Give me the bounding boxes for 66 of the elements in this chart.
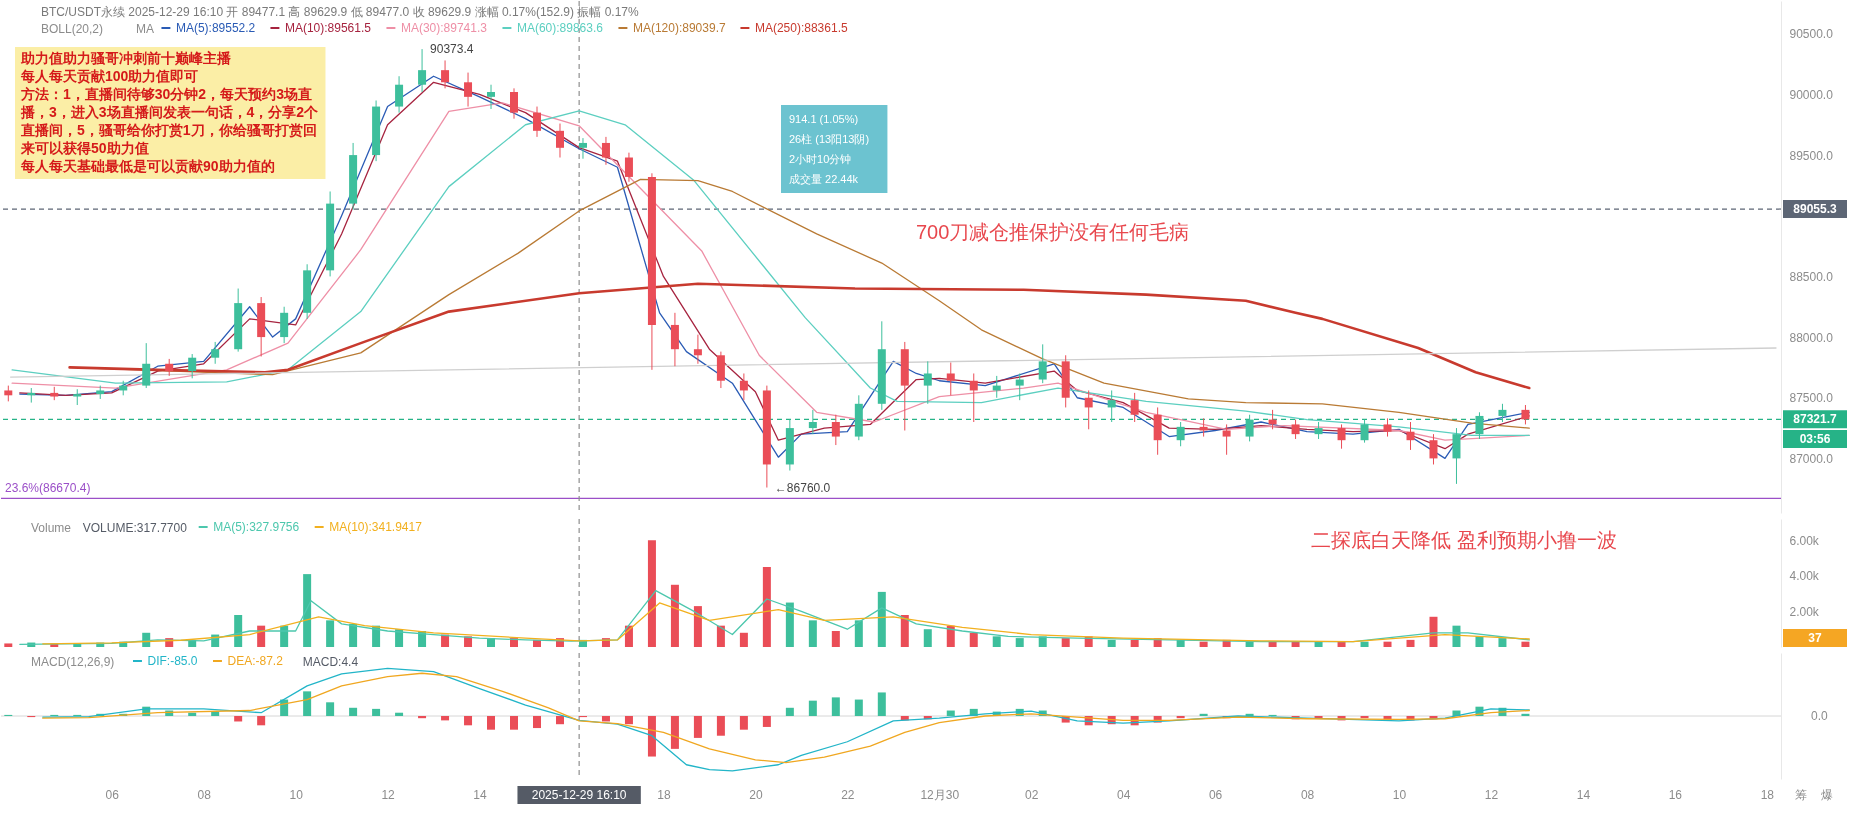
x-tick-label: 18: [1760, 787, 1775, 802]
text: 筹: [1795, 788, 1807, 802]
annotation: MACD:4.4: [302, 655, 359, 669]
annotation: 700刀减仓推保护没有任何毛病: [916, 221, 1190, 243]
y-tick-label: 87500.0: [1789, 391, 1834, 406]
legend-label: MA(5):89552.2: [175, 21, 256, 35]
annotation: ←86760.0: [774, 480, 831, 495]
annotation: 每人每天基础最低是可以贡献90助力值的: [20, 158, 275, 174]
x-tick-label: 22: [841, 787, 855, 802]
x-tick-label: 12: [381, 787, 396, 802]
x-tick-label: 14: [473, 787, 488, 802]
legend-label: MA(10):89561.5: [284, 21, 372, 35]
annotation: 方法：1，直播间待够30分钟2，每天预约3场直播，3，进入3场直播间发表一句话，4，分享2个直播间，5，骚哥给你打赏1刀，你给骚哥打赏回来可以获得50助力值: [20, 86, 320, 156]
legend-label: MA(60):89863.6: [516, 21, 604, 35]
annotation: 二探底白天降低 盈利预期小撸一波: [1311, 529, 1617, 551]
text: 0.0: [1811, 709, 1829, 723]
x-tick-label: 10: [289, 787, 304, 802]
x-tick-label: 02: [1025, 787, 1039, 802]
legend-label: MA(10):341.9417: [329, 520, 423, 534]
text: 03:56: [1799, 432, 1831, 446]
annotation: BOLL(20,2): [41, 22, 104, 36]
x-tick-label: 14: [1576, 787, 1591, 802]
annotation: 每人每天贡献100助力值即可: [20, 68, 199, 84]
x-tick-label: 18: [657, 787, 671, 802]
ref-line-label: 87321.7: [1793, 412, 1838, 427]
legend-label: DIF:-85.0: [147, 654, 198, 668]
legend-label: MA(120):89039.7: [632, 21, 726, 35]
y-tick-label: 88500.0: [1789, 269, 1834, 284]
y-tick-label: 90000.0: [1789, 87, 1834, 102]
legend-title: MA: [136, 22, 154, 36]
legend-label: MA(250):88361.5: [754, 21, 848, 35]
y-tick-label: 6.00k: [1789, 533, 1820, 548]
annotation: 2小时10分钟: [789, 152, 852, 165]
chart-title: BTC/USDT永续 2025-12-29 16:10 开 89477.1 高 89629.9 低 89477.0 收 89629.9 涨幅 0.17%(152.9) 振幅 0.17%: [41, 5, 639, 19]
annotation: 成交量 22.44k: [789, 172, 859, 185]
legend-label: MA(5):327.9756: [213, 520, 300, 534]
x-tick-label: 20: [749, 787, 763, 802]
ref-line-label: 2025-12-29 16:10: [531, 788, 627, 802]
y-tick-label: 90500.0: [1789, 27, 1834, 42]
legend-label: DEA:-87.2: [227, 654, 284, 668]
x-tick-label: 10: [1392, 787, 1407, 802]
ref-line-label: 89055.3: [1793, 202, 1838, 217]
x-tick-label: 16: [1668, 787, 1683, 802]
y-tick-label: 87000.0: [1789, 451, 1834, 466]
text: 37: [1808, 631, 1822, 645]
y-tick-label: 89500.0: [1789, 148, 1834, 163]
annotation: 26柱 (13阳13阴): [789, 132, 870, 145]
annotation: VOLUME:317.7700: [82, 521, 188, 535]
x-tick-label: 06: [105, 787, 120, 802]
x-tick-label: 12月30: [920, 787, 960, 802]
ref-line-label: 23.6%(86670.4): [5, 481, 91, 496]
x-tick-label: 12: [1484, 787, 1499, 802]
x-tick-label: 08: [197, 787, 212, 802]
x-tick-label: 08: [1300, 787, 1315, 802]
annotation: 助力值助力骚哥冲刺前十巅峰主播: [20, 50, 232, 66]
annotation: 914.1 (1.05%): [789, 112, 859, 125]
x-tick-label: 04: [1116, 787, 1131, 802]
y-tick-label: 88000.0: [1789, 330, 1834, 345]
legend-title: MACD(12,26,9): [31, 655, 115, 669]
y-tick-label: 2.00k: [1789, 604, 1820, 619]
x-tick-label: 06: [1208, 787, 1223, 802]
text: 爆: [1821, 788, 1833, 802]
y-tick-label: 4.00k: [1789, 569, 1820, 584]
legend-label: MA(30):89741.3: [400, 21, 488, 35]
annotation: 90373.4: [430, 42, 474, 57]
legend-title: Volume: [31, 521, 72, 535]
